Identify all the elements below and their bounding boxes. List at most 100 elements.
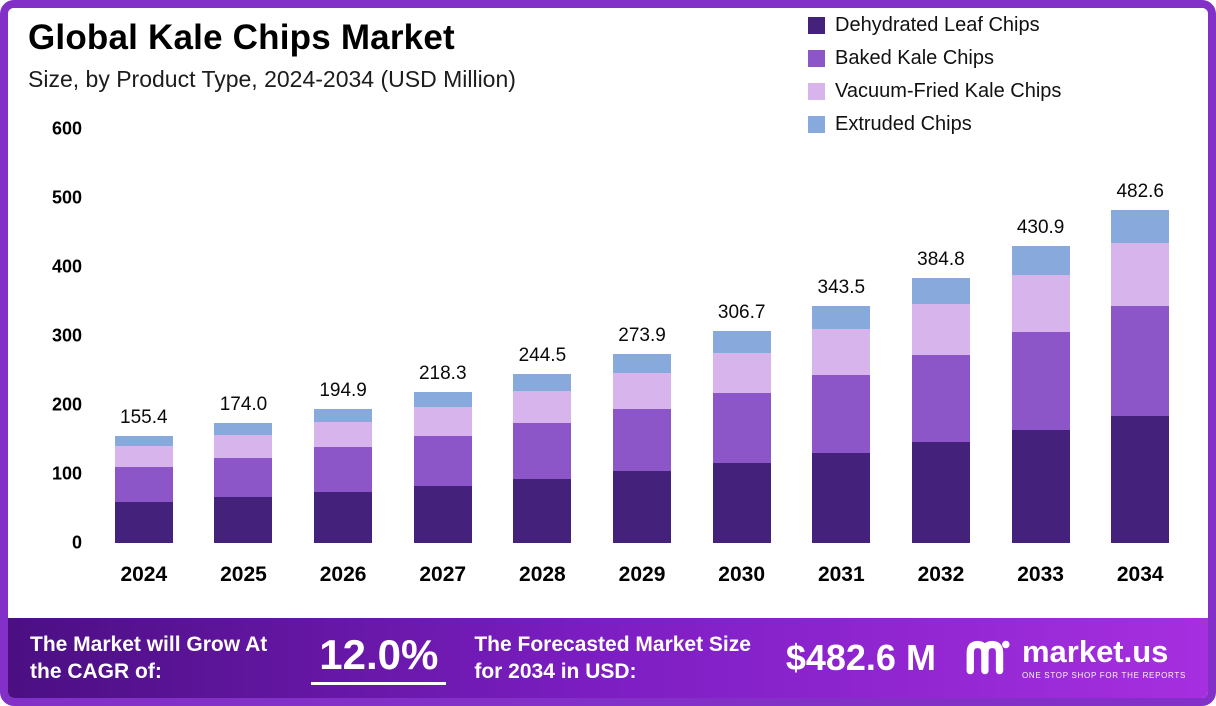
- legend-label: Dehydrated Leaf Chips: [835, 14, 1040, 36]
- bar-segment: [812, 329, 871, 375]
- bar-segment: [513, 391, 572, 424]
- bar-slot: 194.9 2026: [293, 129, 393, 606]
- legend-item-2: Baked Kale Chips: [808, 47, 1061, 70]
- brand-tagline: ONE STOP SHOP FOR THE REPORTS: [1021, 671, 1186, 680]
- bar-slot: 244.5 2028: [493, 129, 593, 606]
- bar-segment: [1011, 245, 1070, 276]
- cagr-value: 12.0%: [311, 631, 447, 685]
- bar-segment: [613, 372, 672, 409]
- legend-item-1: Dehydrated Leaf Chips: [808, 14, 1061, 37]
- y-axis-tick: 0: [71, 532, 82, 553]
- brand-name: market.us: [1021, 634, 1169, 669]
- stacked-bar: [114, 435, 173, 543]
- bar-total-label: 430.9: [1016, 216, 1065, 238]
- bar-total-label: 273.9: [618, 325, 666, 347]
- legend-swatch-icon: [808, 83, 825, 100]
- stacked-bar-plot: 155.4 2024 174.0 2025 194.9 2026 218.3 2027 244.…: [94, 129, 1190, 606]
- bar-segment: [613, 408, 672, 472]
- bar-segment: [1111, 210, 1170, 243]
- x-axis-label: 2027: [419, 562, 467, 586]
- y-axis: 0 100 200 300 400 500 600: [30, 8, 82, 618]
- y-axis-tick: 500: [51, 187, 82, 208]
- legend-label: Vacuum-Fried Kale Chips: [835, 80, 1062, 102]
- stacked-bar: [214, 422, 273, 543]
- bar-segment: [812, 374, 871, 453]
- bar-slot: 218.3 2027: [393, 129, 493, 606]
- bar-segment: [214, 497, 273, 543]
- bar-slot: 306.7 2030: [692, 129, 792, 606]
- legend-swatch-icon: [808, 17, 825, 34]
- bar-slot: 343.5 2031: [791, 129, 891, 606]
- bar-segment: [812, 452, 871, 543]
- bar-segment: [214, 422, 273, 436]
- bar-segment: [712, 352, 771, 393]
- bar-segment: [613, 471, 672, 543]
- bar-segment: [911, 442, 970, 543]
- bar-segment: [1011, 331, 1070, 431]
- stacked-bar: [1011, 245, 1070, 543]
- forecast-label: The Forecasted Market Size for 2034 in U…: [474, 632, 751, 683]
- bar-segment: [114, 466, 173, 503]
- bar-segment: [712, 331, 771, 353]
- bar-segment: [214, 457, 273, 498]
- bar-total-label: 306.7: [717, 302, 766, 324]
- bar-slot: 482.6 2034: [1090, 129, 1190, 606]
- bar-segment: [314, 447, 373, 492]
- x-axis-label: 2032: [917, 562, 965, 586]
- bar-total-label: 482.6: [1116, 181, 1164, 203]
- brand-logo: market.us ONE STOP SHOP FOR THE REPORTS: [964, 634, 1186, 683]
- market-us-m-icon: [964, 634, 1010, 683]
- legend-swatch-icon: [808, 50, 825, 67]
- footer-banner: The Market will Grow At the CAGR of: 12.…: [8, 618, 1208, 698]
- bar-total-label: 174.0: [219, 393, 268, 415]
- bar-slot: 273.9 2029: [592, 129, 692, 606]
- legend-item-3: Vacuum-Fried Kale Chips: [808, 80, 1061, 103]
- chart-legend: Dehydrated Leaf Chips Baked Kale Chips Vac…: [808, 14, 1061, 136]
- bar-segment: [911, 354, 970, 443]
- bar-segment: [1111, 306, 1170, 417]
- stacked-bar: [812, 306, 871, 543]
- y-axis-tick: 600: [51, 118, 82, 139]
- x-axis-label: 2031: [817, 562, 865, 586]
- bar-segment: [413, 436, 472, 486]
- stacked-bar: [712, 331, 771, 543]
- bar-total-label: 194.9: [319, 379, 367, 401]
- bar-segment: [413, 407, 472, 437]
- bar-slot: 430.9 2033: [991, 129, 1091, 606]
- bar-segment: [1111, 416, 1170, 543]
- stacked-bar: [911, 277, 970, 543]
- x-axis-label: 2028: [519, 562, 566, 586]
- bar-segment: [1011, 430, 1070, 543]
- bar-total-label: 384.8: [917, 248, 965, 270]
- stacked-bar: [1111, 210, 1170, 543]
- bar-segment: [712, 392, 771, 463]
- bar-segment: [1011, 275, 1070, 332]
- x-axis-label: 2025: [220, 562, 267, 586]
- legend-label: Extruded Chips: [835, 113, 972, 135]
- bar-segment: [513, 423, 572, 479]
- x-axis-label: 2024: [120, 562, 168, 586]
- y-axis-tick: 300: [51, 325, 82, 346]
- bar-segment: [413, 485, 472, 543]
- stacked-bar: [513, 374, 572, 543]
- x-axis-label: 2034: [1116, 562, 1164, 586]
- y-axis-tick: 400: [51, 256, 82, 277]
- legend-item-4: Extruded Chips: [808, 113, 1061, 136]
- stacked-bar: [613, 354, 672, 543]
- bar-segment: [114, 435, 173, 447]
- chart-subtitle: Size, by Product Type, 2024-2034 (USD Mi…: [28, 66, 516, 92]
- x-axis-label: 2026: [319, 562, 367, 586]
- y-axis-tick: 200: [51, 394, 82, 415]
- bar-segment: [114, 502, 173, 543]
- chart-area: Global Kale Chips Market Size, by Produc…: [8, 8, 1208, 618]
- bar-segment: [314, 408, 373, 422]
- stacked-bar: [413, 392, 472, 543]
- bar-segment: [214, 435, 273, 458]
- bar-total-label: 244.5: [518, 345, 567, 367]
- bar-total-label: 155.4: [120, 406, 168, 428]
- bar-segment: [513, 374, 572, 392]
- y-axis-tick: 100: [51, 463, 82, 484]
- bar-segment: [513, 478, 572, 543]
- page-title: Global Kale Chips Market: [28, 18, 455, 57]
